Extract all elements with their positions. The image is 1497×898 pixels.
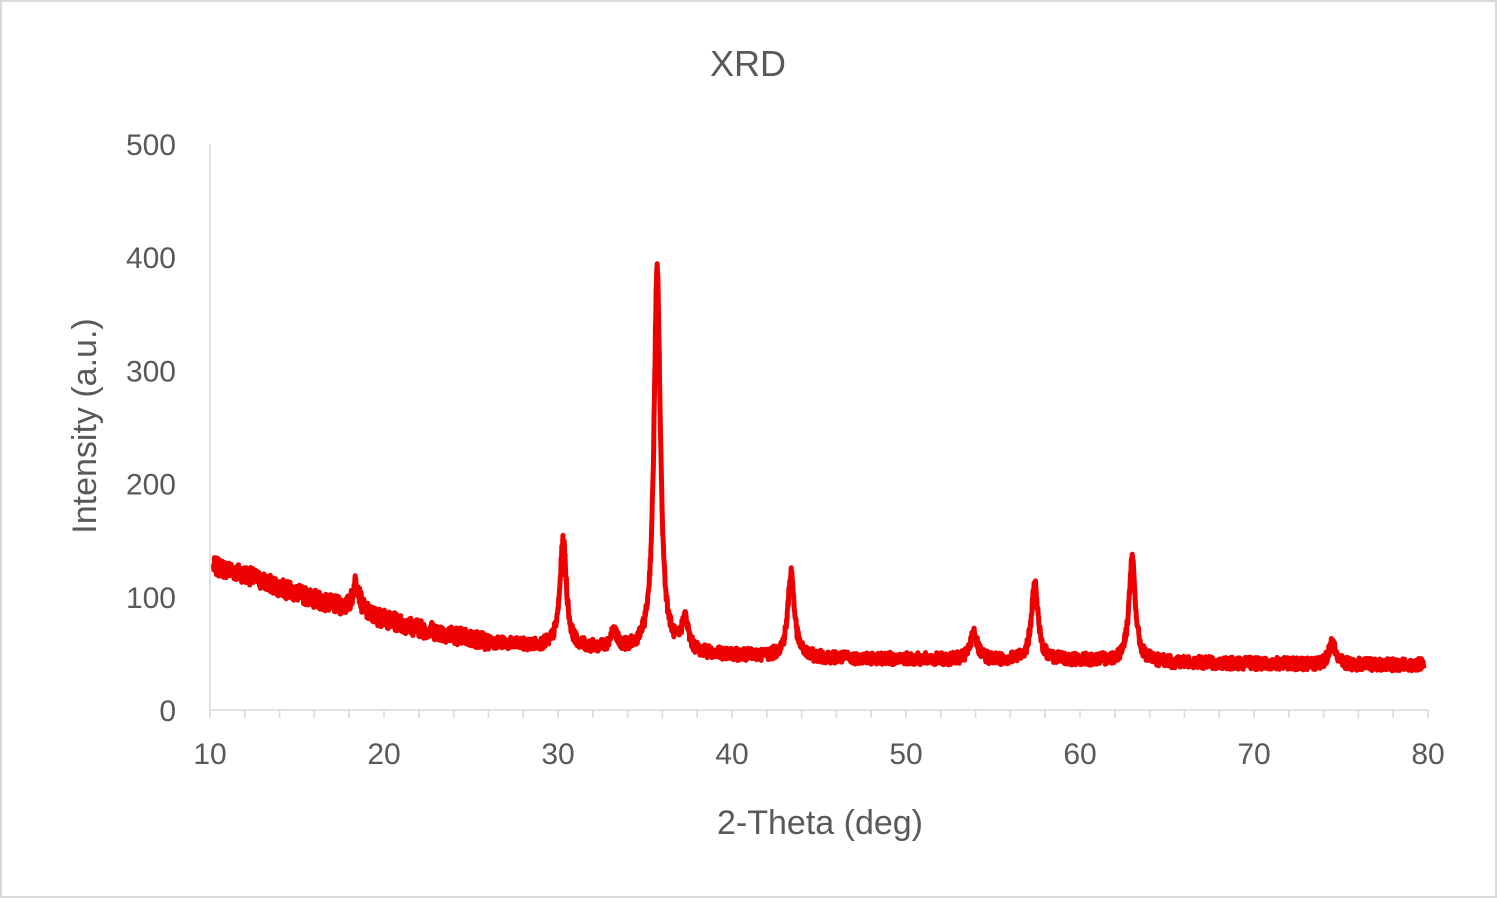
x-tick-label-80: 80 (1411, 738, 1444, 771)
x-axis-tick-labels: 10 20 30 40 50 60 70 80 (193, 738, 1444, 771)
y-axis-title: Intensity (a.u.) (66, 318, 104, 533)
y-tick-label-200: 200 (126, 469, 176, 502)
series-line-xrd (211, 261, 1427, 674)
x-axis-title: 2-Theta (deg) (717, 804, 923, 842)
y-axis-tick-labels: 0 100 200 300 400 500 (126, 129, 176, 728)
x-tick-label-20: 20 (367, 738, 400, 771)
x-tick-label-60: 60 (1063, 738, 1096, 771)
y-tick-label-100: 100 (126, 582, 176, 615)
y-tick-label-300: 300 (126, 355, 176, 388)
x-axis-minor-ticks (209, 710, 1429, 718)
y-tick-label-400: 400 (126, 242, 176, 275)
x-tick-label-30: 30 (541, 738, 574, 771)
chart-title: XRD (710, 43, 786, 84)
y-tick-label-0: 0 (159, 695, 176, 728)
x-tick-label-10: 10 (193, 738, 226, 771)
x-tick-label-40: 40 (715, 738, 748, 771)
x-tick-label-50: 50 (889, 738, 922, 771)
x-tick-label-70: 70 (1237, 738, 1270, 771)
y-tick-label-500: 500 (126, 129, 176, 162)
